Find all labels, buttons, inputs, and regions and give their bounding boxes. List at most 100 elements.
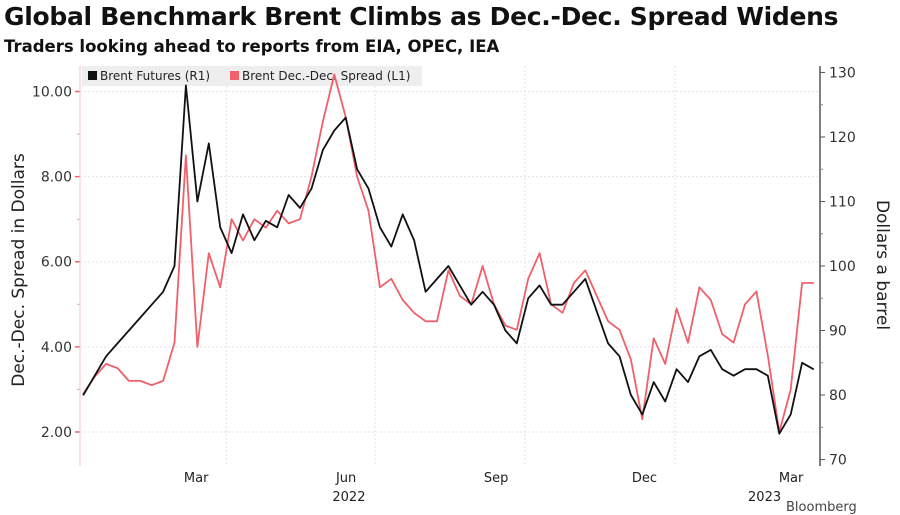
spread-point [539, 252, 541, 254]
brent-point [185, 84, 187, 86]
x-year-label: 2022 [332, 490, 365, 505]
axes: 2.00 4.00 6.00 8.00 10.00 70 80 90 100 110 120 130 M… [32, 65, 856, 505]
brent-point [641, 413, 643, 415]
spread-point [322, 120, 324, 122]
spread-point [231, 218, 233, 220]
brent-point [721, 368, 723, 370]
spread-point [116, 367, 119, 369]
spread-point [527, 278, 529, 280]
brent-point [664, 400, 666, 403]
spread-point [812, 282, 815, 284]
spread-point [698, 286, 701, 288]
brent-point [596, 310, 598, 312]
spread-point [105, 363, 107, 365]
left-tick-label: 10.00 [32, 85, 72, 101]
brent-point [733, 375, 735, 377]
spread-point [173, 342, 176, 344]
brent-point [196, 200, 198, 203]
brent-point [322, 149, 324, 151]
brent-point [231, 252, 233, 254]
brent-point [504, 329, 506, 332]
left-tick-label: 8.00 [41, 170, 72, 186]
brent-point [151, 304, 153, 306]
brent-point [790, 413, 792, 415]
brent-point [162, 291, 164, 293]
spread-point [641, 418, 643, 420]
legend-background [82, 66, 422, 86]
brent-point [253, 239, 255, 241]
spread-point [664, 363, 666, 365]
spread-point [561, 312, 564, 314]
spread-point [151, 384, 153, 386]
brent-point [527, 297, 529, 299]
spread-point [755, 290, 758, 293]
brent-point [105, 355, 107, 357]
spread-point [790, 388, 792, 390]
brent-point [573, 291, 575, 293]
brent-point [299, 207, 301, 209]
spread-point [687, 342, 689, 344]
right-tick-label: 80 [829, 388, 847, 404]
spread-point [128, 380, 130, 382]
brent-point [128, 329, 130, 332]
spread-point [299, 218, 301, 220]
right-tick-label: 110 [829, 194, 856, 210]
right-tick-label: 90 [829, 324, 847, 340]
brent-point [116, 342, 119, 344]
spread-point [402, 299, 404, 301]
right-tick-label: 130 [829, 65, 856, 81]
spread-point [390, 278, 392, 280]
brent-point [379, 226, 381, 228]
left-tick-label: 6.00 [41, 255, 72, 271]
legend-swatch-spread [230, 71, 239, 80]
legend: Brent Futures (R1) Brent Dec.-Dec. Sprea… [82, 66, 422, 86]
series-lines [82, 73, 815, 435]
spread-point [276, 210, 278, 212]
brent-point [561, 304, 564, 306]
spread-point [139, 380, 141, 382]
brent-point [459, 284, 461, 286]
brent-point [402, 213, 404, 215]
brent-point [367, 188, 370, 190]
spread-point [425, 320, 427, 322]
x-year-label: 2023 [748, 490, 781, 505]
brent-point [744, 368, 746, 370]
grid-lines [80, 66, 820, 466]
spread-point [310, 176, 313, 178]
brent-point [333, 129, 335, 132]
brent-point [767, 375, 769, 377]
brent-point [482, 291, 484, 293]
brent-point [710, 349, 712, 351]
spread-point [710, 299, 712, 301]
spread-point [733, 342, 735, 344]
brent-point [653, 381, 655, 383]
x-tick-label: Jun [335, 471, 356, 486]
spread-point [459, 295, 461, 297]
spread-point [573, 282, 575, 284]
chart-title: Global Benchmark Brent Climbs as Dec.-De… [4, 2, 839, 31]
brent-point [219, 226, 221, 228]
brent-point [276, 226, 278, 228]
spread-point [744, 303, 746, 305]
left-tick-label: 4.00 [41, 340, 72, 356]
spread-point [413, 312, 415, 314]
brent-point [584, 278, 586, 280]
spread-point [162, 380, 164, 382]
legend-label-spread: Brent Dec.-Dec. Spread (L1) [242, 69, 410, 83]
x-tick-label: Sep [484, 471, 509, 486]
brent-point [345, 117, 347, 119]
right-tick-label: 70 [829, 453, 847, 469]
spread-point [265, 227, 267, 229]
brent-point [265, 220, 267, 222]
brent-point [607, 342, 609, 344]
source-label: Bloomberg [786, 500, 857, 515]
brent-point [173, 265, 176, 267]
left-axis-title: Dec.-Dec. Spread in Dollars [9, 153, 29, 387]
spread-point [607, 320, 609, 322]
chart-subtitle: Traders looking ahead to reports from EI… [4, 37, 500, 56]
spread-point [721, 333, 723, 335]
brent-point [550, 304, 552, 306]
brent-point [139, 317, 141, 319]
spread-point [196, 346, 198, 348]
brent-point [812, 368, 815, 370]
